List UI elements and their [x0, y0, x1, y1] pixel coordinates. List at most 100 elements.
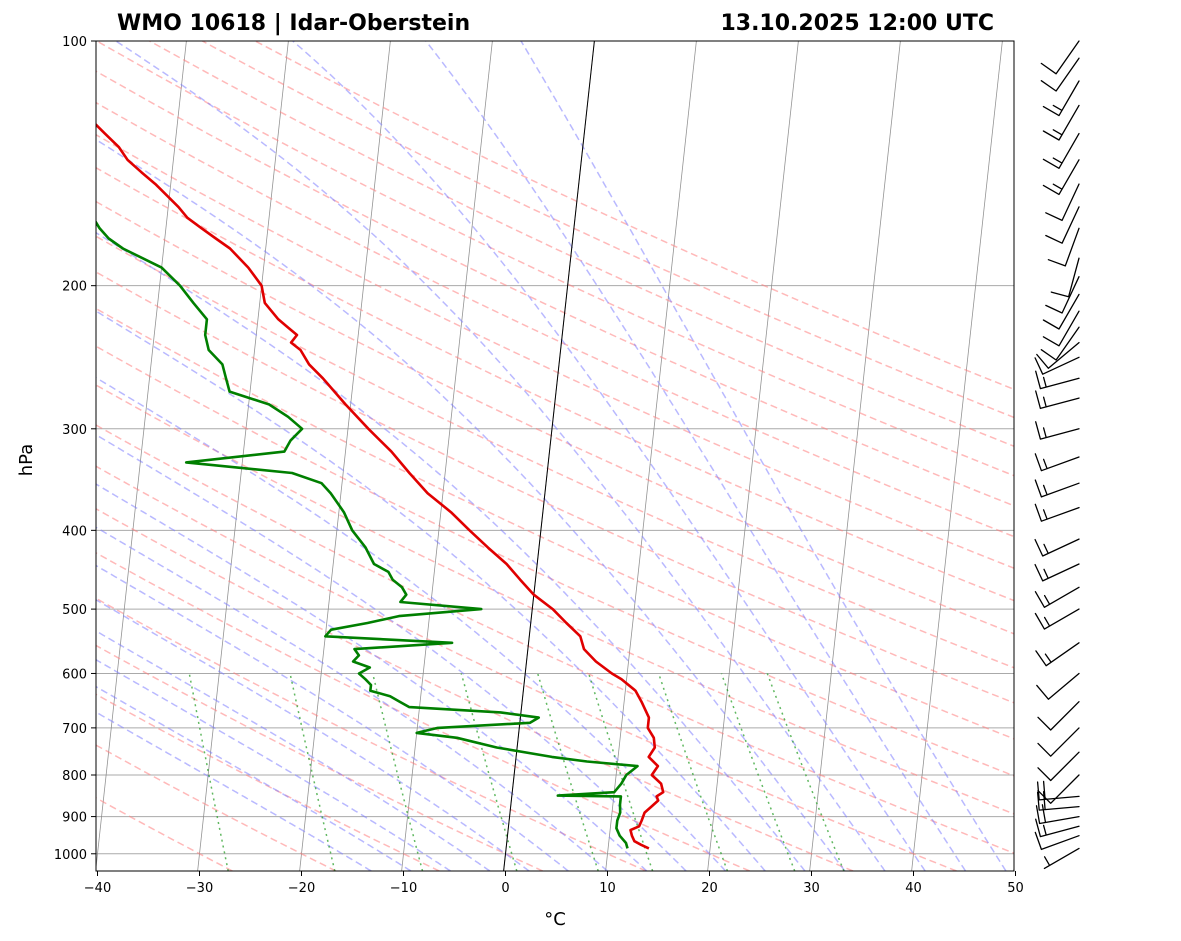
dry-adiabat-line [96, 345, 1014, 777]
wind-barb [1035, 642, 1080, 667]
moist-adiabat-line [96, 564, 569, 871]
dry-adiabat-line [96, 507, 854, 871]
x-axis-label: °C [544, 909, 566, 930]
wind-barb [1034, 453, 1080, 472]
plot-frame [95, 40, 1015, 872]
dewpoint-profile-line [96, 219, 639, 849]
isotherm-line [1013, 863, 1014, 871]
y-axis: 100 200 300 400 500 600 700 800 900 1000 [54, 35, 96, 863]
moist-adiabat-line [96, 598, 530, 871]
wind-barb [1037, 751, 1080, 782]
moist-adiabat-line [96, 685, 412, 871]
y-tick-label: 100 [62, 35, 87, 50]
wind-barb [1034, 608, 1080, 630]
wind-barb [1037, 774, 1080, 804]
dry-adiabat-line [149, 41, 1014, 448]
wind-barb [1035, 390, 1080, 410]
wind-barb [1035, 370, 1080, 390]
wind-barb [1042, 310, 1080, 347]
moist-adiabat-line [96, 630, 491, 871]
dry-adiabat-line [96, 70, 1014, 507]
plot-area [0, 40, 1181, 872]
isotherm-line [299, 41, 391, 871]
wind-barb [1034, 831, 1080, 851]
moist-adiabat-line [96, 231, 806, 871]
mixing-ratio-line [766, 673, 845, 871]
dry-adiabat-line [96, 271, 1014, 704]
wind-barb [1042, 159, 1080, 196]
wind-barb [1035, 421, 1080, 440]
moist-adiabat-line [520, 41, 1007, 871]
x-tick-label: 0 [501, 881, 509, 896]
y-tick-label: 1000 [54, 848, 87, 863]
wind-barb [1045, 276, 1080, 314]
wind-barb [1034, 586, 1080, 608]
dry-adiabat-line [96, 384, 1014, 815]
wind-barb [1034, 503, 1080, 522]
dry-adiabat-line [96, 552, 750, 871]
wind-barb [1050, 257, 1080, 298]
y-tick-label: 300 [62, 423, 87, 438]
data-lines [96, 122, 665, 850]
dry-adiabat-line [96, 101, 1014, 538]
wind-barb [1042, 132, 1080, 169]
moist-adiabat-line [292, 41, 926, 871]
wind-barb [1037, 701, 1080, 731]
mixing-ratio-line [657, 673, 729, 871]
isotherm-line [1116, 41, 1181, 871]
chart-title-left: WMO 10618 | Idar-Oberstein [117, 11, 470, 36]
moist-adiabat-line [96, 711, 372, 871]
wind-barb [1045, 206, 1080, 244]
mixing-ratio-line [460, 673, 518, 871]
x-axis: −40 −30 −20 −10 0 10 20 30 40 50 [84, 871, 1024, 896]
wind-barb [1037, 727, 1080, 757]
y-tick-label: 200 [62, 280, 87, 295]
x-tick-label: 20 [701, 881, 718, 896]
dry-adiabat-line [96, 307, 1014, 740]
wind-barb [1040, 40, 1080, 75]
chart-title-right: 13.10.2025 12:00 UTC [720, 11, 994, 36]
x-tick-label: −30 [186, 881, 213, 896]
mixing-ratio-line [536, 673, 599, 871]
mixing-ratio-line [371, 673, 424, 871]
background-lines [0, 41, 1181, 871]
wind-barb [1042, 80, 1080, 117]
dry-adiabat-line [96, 424, 1014, 855]
wind-barb [1042, 293, 1080, 330]
y-tick-label: 800 [62, 769, 87, 784]
moist-adiabat-line [115, 41, 886, 871]
x-tick-label: −40 [84, 881, 111, 896]
wind-barb [1042, 104, 1080, 141]
isotherm-line [809, 41, 901, 871]
y-tick-label: 900 [62, 811, 87, 826]
freezing-isotherm-line [503, 41, 595, 871]
x-tick-label: 50 [1007, 881, 1024, 896]
dry-adiabat-line [96, 744, 337, 871]
y-axis-label: hPa [16, 444, 37, 476]
y-tick-label: 400 [62, 524, 87, 539]
wind-barb [1040, 326, 1080, 361]
y-tick-label: 600 [62, 667, 87, 682]
x-tick-label: 40 [905, 881, 922, 896]
isotherm-line [0, 41, 84, 871]
y-tick-label: 700 [62, 722, 87, 737]
wind-barb [1040, 57, 1080, 92]
dry-adiabat-line [96, 597, 647, 871]
wind-barb [1034, 563, 1080, 582]
dry-adiabat-line [96, 200, 1014, 635]
moist-adiabat-line [96, 526, 608, 871]
mixing-ratio-line [720, 673, 796, 871]
dry-adiabat-line [201, 41, 1014, 419]
wind-barbs [1034, 40, 1080, 870]
moist-adiabat-line [96, 376, 727, 871]
moist-adiabat-line [425, 41, 967, 871]
isotherm-line [911, 41, 1003, 871]
dry-adiabat-line [96, 465, 957, 871]
dry-adiabat-line [96, 133, 1014, 569]
wind-barb [1045, 183, 1080, 222]
isotherm-line [96, 41, 187, 871]
wind-barb [1035, 818, 1080, 838]
wind-barb [1034, 538, 1080, 557]
dry-adiabat-line [96, 797, 233, 871]
